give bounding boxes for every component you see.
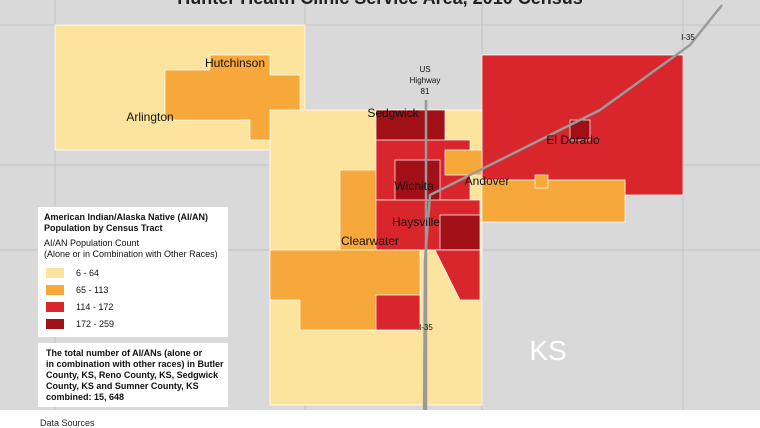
highway-label: I-35: [681, 33, 695, 42]
legend-swatch: [46, 302, 64, 312]
footer: Data Sources: [40, 418, 95, 428]
note-box: [38, 343, 228, 407]
state-label: KS: [529, 335, 566, 366]
place-label: Arlington: [126, 110, 173, 124]
legend-title: Population by Census Tract: [44, 223, 163, 233]
place-label: Sedgwick: [367, 106, 419, 120]
legend-swatch: [46, 268, 64, 278]
highway-label: Highway: [410, 76, 441, 85]
title: Hunter Health Clinic Service Area, 2010 …: [177, 0, 583, 8]
place-label: Wichita: [394, 179, 434, 193]
place-label: Hutchinson: [205, 56, 265, 70]
tracts: [54, 24, 684, 406]
note-line: County, KS and Sumner County, KS: [46, 381, 199, 391]
place-label: Haysville: [392, 215, 440, 229]
place-label: Clearwater: [341, 234, 399, 248]
legend-items: 6 - 64 65 - 113 114 - 172 172 - 259: [46, 268, 114, 329]
legend-subtitle: (Alone or in Combination with Other Race…: [44, 249, 218, 259]
roads: [422, 4, 723, 428]
place-label: Andover: [465, 174, 510, 188]
legend-swatch: [46, 319, 64, 329]
legend-label: 65 - 113: [76, 285, 108, 295]
legend-label: 172 - 259: [76, 319, 114, 329]
place-label: El Dorado: [546, 133, 600, 147]
note-line: in combination with other races) in Butl…: [46, 359, 224, 369]
highway-label: US: [419, 65, 430, 74]
legend-label: 6 - 64: [76, 268, 99, 278]
legend-label: 114 - 172: [76, 302, 113, 312]
footer-bar: [0, 410, 760, 428]
note-line: The total number of AI/ANs (alone or: [46, 348, 203, 358]
legend-swatch: [46, 285, 64, 295]
legend-title: American Indian/Alaska Native (AI/AN): [44, 212, 208, 222]
highway-label: 81: [421, 87, 430, 96]
highway-label: I-35: [419, 323, 433, 332]
note-line: combined: 15, 648: [46, 392, 124, 402]
note-line: County, KS, Reno County, KS, Sedgwick: [46, 370, 219, 380]
legend-subtitle: AI/AN Population Count: [44, 238, 140, 248]
legend-box: [38, 207, 228, 337]
